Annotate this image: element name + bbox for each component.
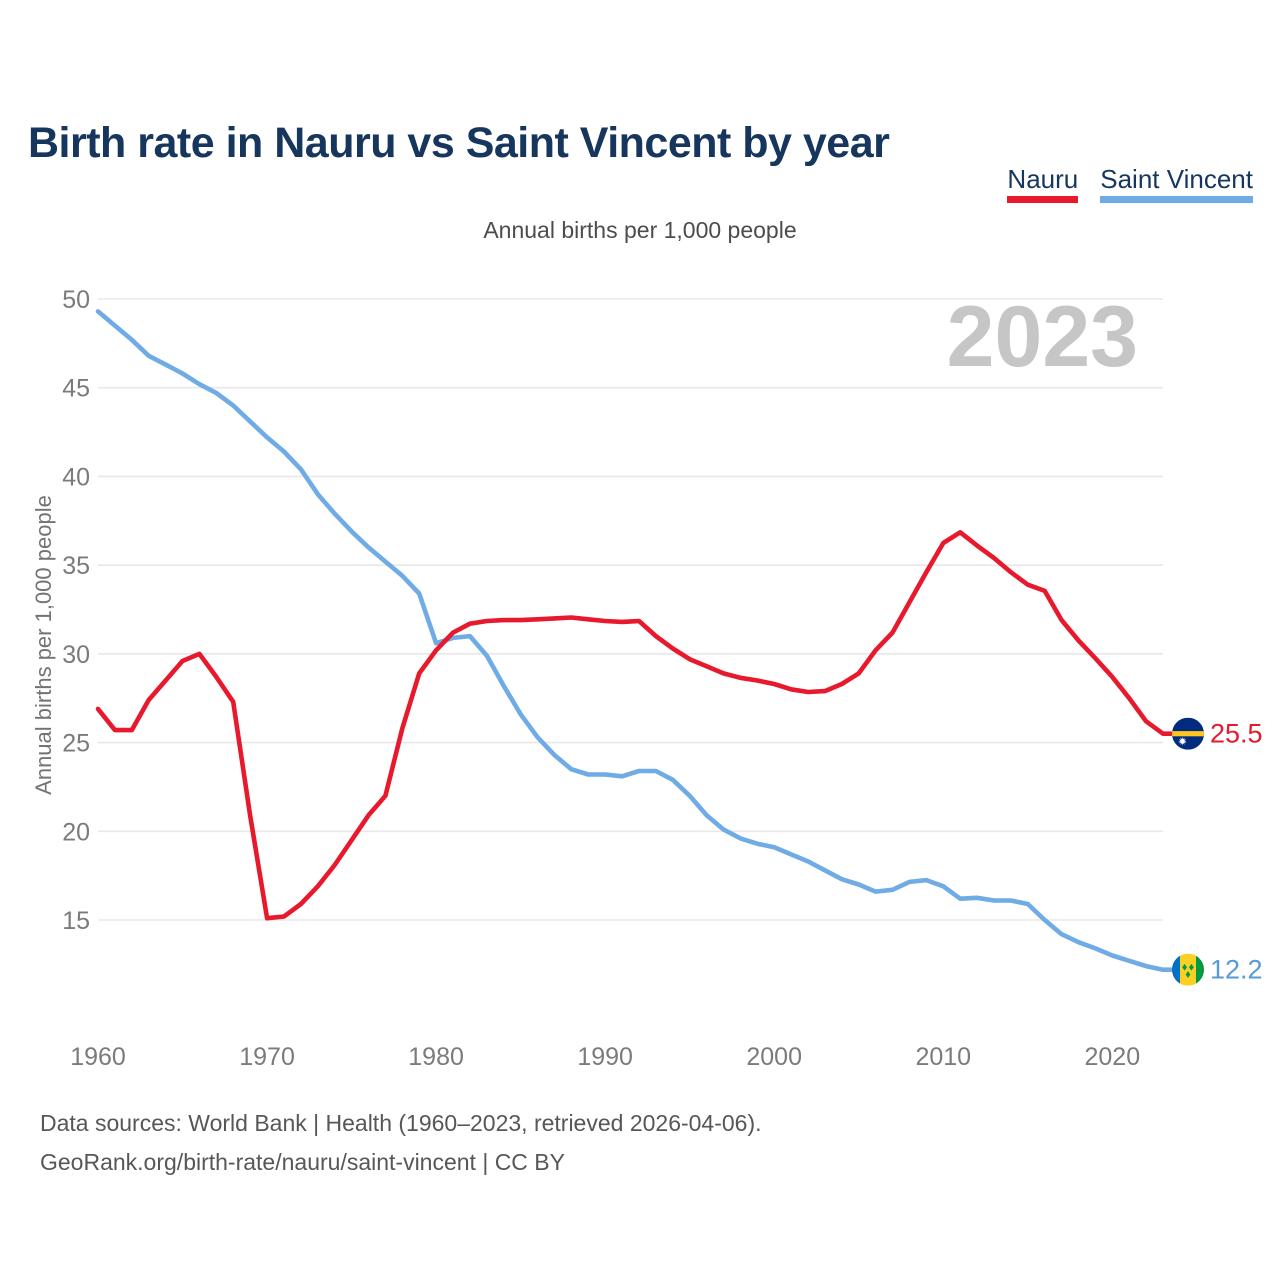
legend-item-saint-vincent[interactable]: Saint Vincent (1100, 166, 1253, 203)
x-tick-label: 2000 (746, 1043, 802, 1071)
x-tick-label: 2020 (1084, 1043, 1140, 1071)
y-tick-label: 15 (62, 907, 90, 935)
legend-swatch-saint-vincent (1100, 196, 1253, 203)
saint-vincent-end-value: 12.2 (1210, 955, 1263, 985)
x-tick-label: 1980 (408, 1043, 464, 1071)
chart-subtitle: Annual births per 1,000 people (483, 217, 797, 243)
footer-data-sources: Data sources: World Bank | Health (1960–… (40, 1110, 762, 1136)
x-tick-label: 1990 (577, 1043, 633, 1071)
legend-label-saint-vincent: Saint Vincent (1100, 164, 1253, 194)
y-tick-label: 45 (62, 375, 90, 403)
nauru-end-value: 25.5 (1210, 719, 1263, 749)
y-tick-label: 40 (62, 463, 90, 491)
legend-swatch-nauru (1007, 196, 1079, 203)
x-tick-label: 2010 (915, 1043, 971, 1071)
y-tick-label: 30 (62, 641, 90, 669)
footer-attribution: GeoRank.org/birth-rate/nauru/saint-vince… (40, 1149, 565, 1175)
legend-item-nauru[interactable]: Nauru (1007, 164, 1079, 203)
y-tick-label: 25 (62, 730, 90, 758)
y-tick-label: 20 (62, 818, 90, 846)
legend: Nauru Saint Vincent (1007, 166, 1253, 203)
nauru-line (95, 529, 1174, 921)
legend-label-nauru: Nauru (1007, 164, 1079, 194)
watermark-year: 2023 (947, 289, 1138, 385)
y-tick-label: 35 (62, 552, 90, 580)
saint-vincent-flag-icon (1172, 953, 1204, 986)
x-tick-label: 1960 (70, 1043, 126, 1071)
chart-title: Birth rate in Nauru vs Saint Vincent by … (28, 118, 890, 167)
y-tick-label: 50 (62, 286, 90, 314)
x-tick-label: 1970 (239, 1043, 295, 1071)
nauru-flag-icon (1172, 717, 1204, 750)
saint-vincent-line (95, 309, 1174, 973)
